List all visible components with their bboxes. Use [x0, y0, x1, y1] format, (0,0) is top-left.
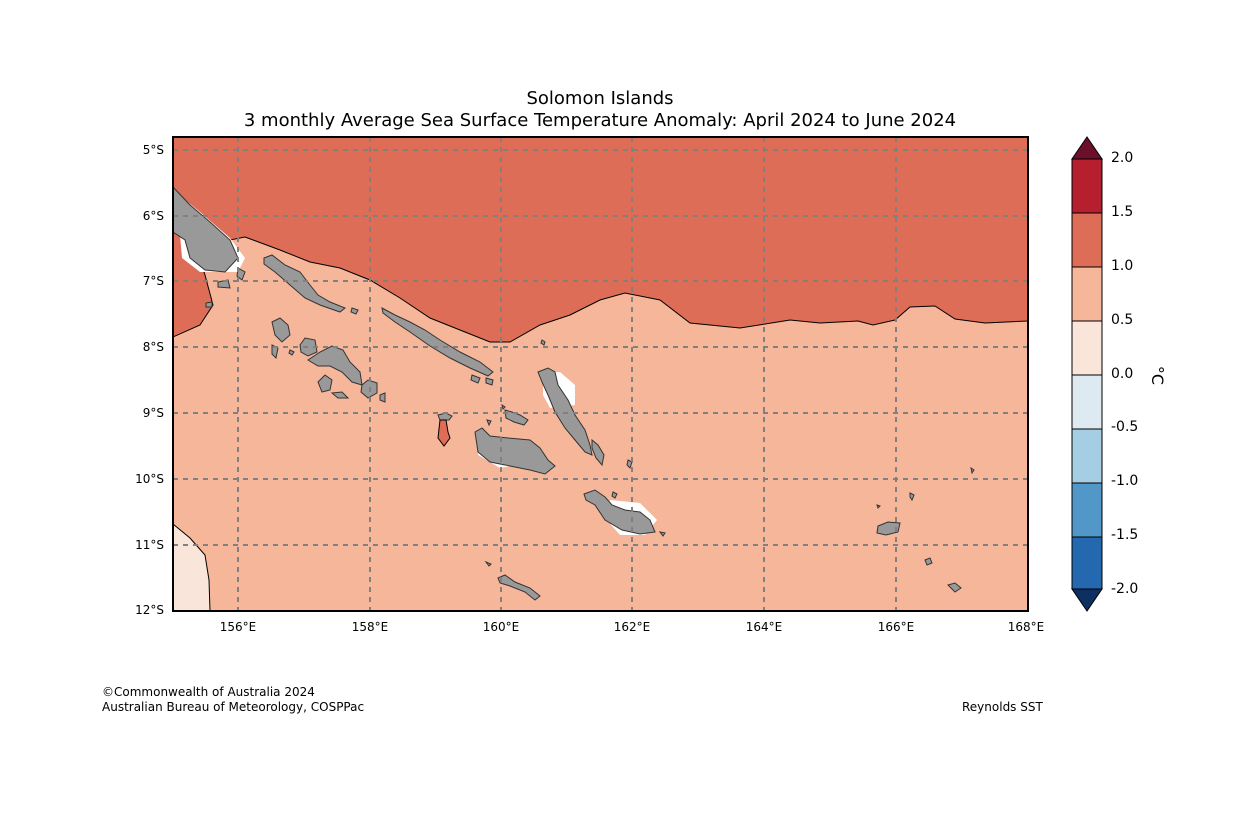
colorbar-extend-low [1071, 588, 1103, 612]
choiseul-island [263, 254, 346, 313]
colorbar-bin--2.0--1.5 [1071, 536, 1103, 590]
lat-label: 9°S [142, 406, 164, 420]
lat-label: 5°S [142, 143, 164, 157]
island [350, 307, 359, 315]
map-title: Solomon Islands [526, 88, 674, 109]
anomaly-patch-1.0-1.5 [437, 419, 451, 447]
small-malaita-island [591, 438, 605, 467]
lat-label: 11°S [135, 538, 164, 552]
colorbar-label: 2.0 [1111, 150, 1134, 166]
land-masses [173, 186, 975, 601]
lat-label: 8°S [142, 340, 164, 354]
kolombangara-island [299, 337, 318, 357]
lat-label: 10°S [135, 472, 164, 486]
island [470, 374, 481, 384]
island [947, 582, 962, 593]
colorbar-label: 0.5 [1111, 312, 1134, 328]
colorbar-extend-high [1071, 136, 1103, 160]
island [876, 504, 881, 509]
island [288, 349, 295, 356]
colorbar-label: 1.5 [1111, 204, 1134, 220]
new-georgia-island [307, 345, 363, 386]
anomaly-band-0.0-0.5 [173, 523, 211, 611]
island [540, 339, 546, 346]
colorbar-label: 1.0 [1111, 258, 1134, 274]
nendo-island [876, 521, 901, 536]
island [626, 459, 633, 469]
colorbar-label: -1.5 [1111, 527, 1139, 543]
colorbar-bin-1.5-2.0 [1071, 158, 1103, 214]
lon-label: 156°E [219, 620, 257, 634]
lon-label: 158°E [351, 620, 389, 634]
map-frame [172, 136, 1029, 612]
colorbar-bin--0.5-0.0 [1071, 374, 1103, 430]
lon-label: 162°E [613, 620, 651, 634]
lat-label: 7°S [142, 274, 164, 288]
copyright-text: ©Commonwealth of Australia 2024 [102, 685, 315, 699]
colorbar-bin-1.0-1.5 [1071, 212, 1103, 268]
island [970, 466, 975, 475]
guadalcanal-island [474, 427, 556, 475]
vella-lavella-island [271, 317, 291, 343]
island [486, 419, 492, 427]
island [611, 491, 618, 499]
rendova-island [317, 374, 333, 393]
data-source-text: Reynolds SST [962, 700, 1043, 714]
island [205, 301, 213, 308]
island [909, 492, 915, 502]
island [924, 557, 933, 566]
map-subtitle: 3 monthly Average Sea Surface Temperatur… [243, 110, 957, 131]
colorbar-label: -1.0 [1111, 473, 1139, 489]
colorbar-label: 0.0 [1111, 366, 1134, 382]
colorbar-bin-0.5-1.0 [1071, 266, 1103, 322]
santa-isabel-island [381, 307, 494, 377]
lat-label: 12°S [135, 603, 164, 617]
island [485, 377, 494, 386]
graticule [173, 137, 1028, 611]
colorbar-bin--1.5--1.0 [1071, 482, 1103, 538]
lon-label: 164°E [745, 620, 783, 634]
island [379, 392, 386, 403]
organization-text: Australian Bureau of Meteorology, COSPPa… [102, 700, 365, 714]
rennell-island [497, 574, 541, 601]
island [501, 403, 506, 410]
lat-label: 6°S [142, 209, 164, 223]
colorbar-bin--1.0--0.5 [1071, 428, 1103, 484]
colorbar [1071, 136, 1103, 612]
island [658, 531, 666, 537]
map-plot-area [173, 137, 1028, 611]
anomaly-band-1.0-1.5-north [173, 137, 1028, 343]
island [484, 560, 492, 567]
colorbar-bin-0.0-0.5 [1071, 320, 1103, 376]
malaita-island [537, 367, 593, 456]
island [330, 391, 350, 399]
lon-label: 160°E [482, 620, 520, 634]
lon-label: 168°E [1007, 620, 1045, 634]
colorbar-unit: °C [1148, 365, 1168, 386]
lon-label: 166°E [877, 620, 915, 634]
makira-island [583, 489, 656, 535]
colorbar-label: -0.5 [1111, 419, 1139, 435]
colorbar-label: -2.0 [1111, 581, 1139, 597]
